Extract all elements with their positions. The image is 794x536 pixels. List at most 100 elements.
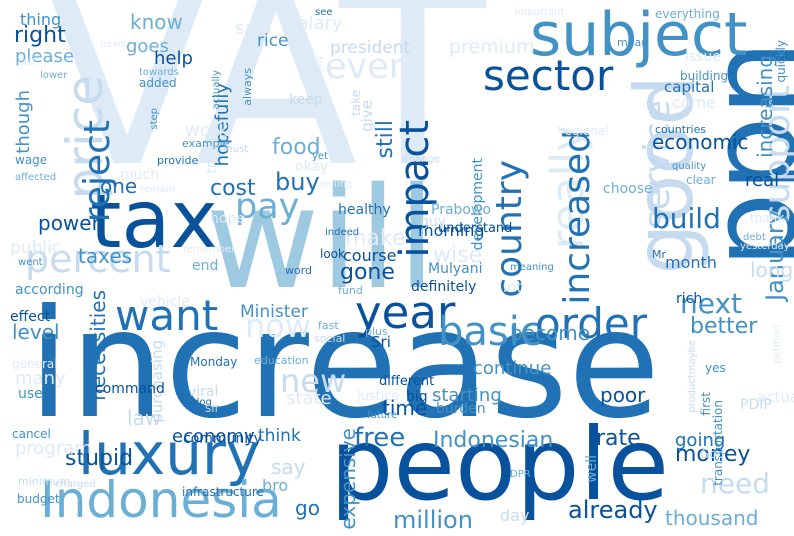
word-sri: Sri — [371, 333, 391, 351]
word-help: help — [154, 48, 193, 69]
word-will: will — [205, 158, 437, 321]
word-right: right — [14, 23, 66, 48]
word-need: need — [700, 467, 770, 500]
word-dpr: DPR — [510, 469, 531, 480]
word-please: please — [15, 46, 74, 67]
word-go: go — [295, 496, 320, 520]
word-course: course — [343, 246, 397, 265]
word-time: time — [382, 396, 428, 420]
word-fast: fast — [318, 319, 339, 332]
word-future: future — [367, 410, 398, 421]
word-money: money — [675, 442, 751, 467]
word-year: year — [355, 286, 456, 339]
word-one: one — [100, 174, 138, 198]
word-hope: hope — [210, 211, 245, 227]
word-premium: premium — [449, 36, 535, 58]
word-affected: affected — [15, 172, 57, 183]
word-thousand: thousand — [665, 506, 759, 530]
word-sir: sir — [205, 401, 220, 415]
word-economic: economic — [652, 130, 749, 154]
word-viral: viral — [188, 384, 219, 400]
word-issue: issue — [685, 49, 721, 65]
word-morning: morning — [418, 221, 485, 240]
word-vat: VAT — [45, 0, 486, 220]
word-indonesia: Indonesia — [40, 471, 282, 529]
word-towards: towards — [139, 67, 179, 78]
word-selling: selling — [320, 179, 353, 190]
word-free: free — [354, 423, 406, 453]
word-better: better — [690, 314, 758, 339]
word-change: change — [403, 154, 440, 165]
word-look: look — [320, 247, 345, 261]
word-want: want — [115, 291, 219, 340]
word-basic: basic — [438, 309, 542, 355]
word-choose: choose — [603, 181, 653, 197]
word-indonesian: Indonesian — [433, 428, 554, 453]
word-quality: quality — [672, 161, 707, 172]
word-become: become — [510, 321, 591, 345]
word-much: much — [120, 167, 160, 183]
word-new: new — [280, 362, 347, 400]
word-cancel: cancel — [12, 427, 51, 441]
word-power: power — [38, 211, 100, 235]
word-general: general — [12, 357, 58, 371]
word-lower: lower — [40, 70, 68, 81]
word-program: program — [15, 438, 92, 459]
word-end: end — [192, 258, 219, 274]
word-clear: clear — [686, 173, 716, 187]
word-still: still — [373, 120, 398, 159]
word-think: think — [258, 426, 301, 446]
word-mulyani: Mulyani — [428, 261, 483, 277]
word-rate: rate — [596, 426, 641, 451]
word-mean: mean — [617, 36, 649, 49]
word-wise: wise — [433, 243, 483, 268]
word-food: food — [272, 135, 321, 160]
word-now: now — [245, 307, 312, 345]
word-pdip: PDIP — [740, 397, 772, 413]
word-make: make — [345, 226, 406, 251]
word-taxes: taxes — [78, 244, 133, 268]
word-continue: continue — [473, 358, 552, 379]
word-sector: sector — [483, 51, 614, 100]
word-command: command — [95, 381, 165, 397]
word-must: must — [223, 144, 249, 155]
word-meaning: meaning — [510, 262, 554, 273]
word-pay: pay — [235, 187, 300, 227]
word-minimum: minimum — [18, 475, 71, 488]
word-increasing: increasing — [753, 55, 777, 158]
word-president: president — [330, 38, 411, 58]
word-day: day — [500, 506, 530, 525]
word-regional: regional — [560, 124, 609, 138]
word-step: step — [149, 108, 160, 130]
word-million: million — [393, 506, 473, 534]
word-level: level — [12, 320, 60, 344]
word-actually: actually — [211, 70, 222, 110]
word-many: many — [15, 368, 66, 389]
word-gone: gone — [340, 260, 395, 285]
word-debt: debt — [743, 232, 766, 243]
word-social: social — [314, 332, 346, 345]
word-state: state — [286, 388, 332, 409]
word-economy: economy — [172, 426, 255, 447]
word-guy: guy — [420, 214, 447, 230]
word-went: went — [18, 257, 43, 268]
word-luxury: luxury — [78, 420, 261, 488]
word-understand: understand — [438, 221, 513, 236]
word-order: order — [535, 299, 647, 348]
word-tax: tax — [90, 173, 218, 266]
word-goes: goes — [126, 36, 169, 57]
word-bro: bro — [262, 476, 289, 495]
word-come: come — [672, 93, 717, 112]
word-burden: burden — [436, 401, 486, 417]
word-productmaybe: productmaybe — [687, 340, 698, 413]
word-countries: countries — [655, 123, 707, 136]
word-law: law — [127, 406, 162, 430]
word-example: example — [182, 137, 230, 150]
word-stupid: stupid — [65, 446, 134, 471]
word-added: added — [139, 76, 177, 90]
word-god: God — [700, 447, 725, 461]
word-next: next — [680, 287, 743, 320]
word-said: said — [235, 18, 272, 39]
word-infrastructure: infrastructure — [182, 485, 264, 499]
